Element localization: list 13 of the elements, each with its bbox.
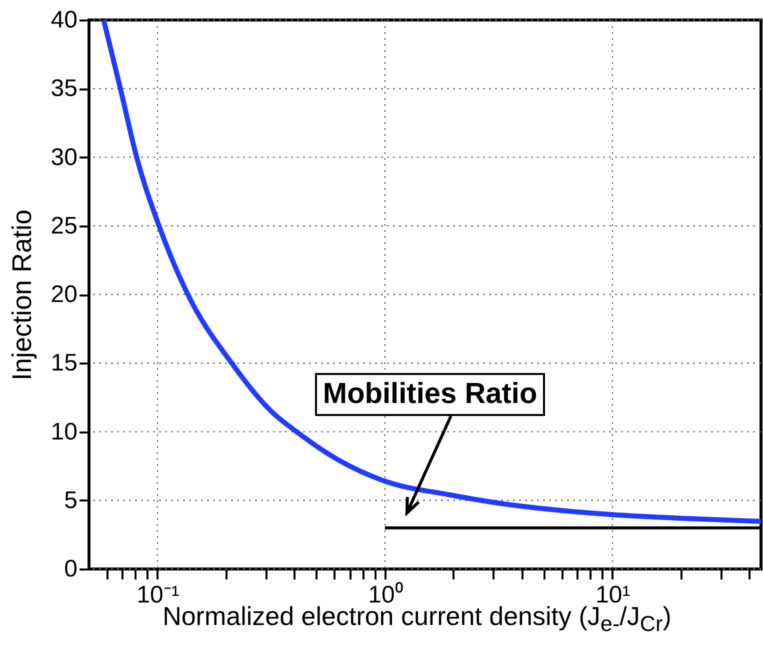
y-tick-label: 5 bbox=[64, 486, 78, 514]
y-tick-label: 30 bbox=[50, 144, 78, 171]
y-tick-label: 15 bbox=[50, 350, 78, 377]
y-tick-label: 20 bbox=[50, 281, 78, 308]
x-tick-label: 10⁰ bbox=[368, 582, 403, 608]
annotation: Mobilities Ratio bbox=[314, 372, 546, 416]
y-tick-label: 25 bbox=[50, 212, 78, 240]
y-tick-label: 10 bbox=[50, 418, 78, 446]
y-axis-title: Injection Ratio bbox=[6, 209, 37, 381]
x-tick-label: 10⁻¹ bbox=[136, 582, 180, 608]
y-tick-label: 35 bbox=[50, 75, 78, 102]
y-tick-label: 40 bbox=[50, 6, 78, 34]
y-tick-label: 0 bbox=[64, 556, 78, 582]
